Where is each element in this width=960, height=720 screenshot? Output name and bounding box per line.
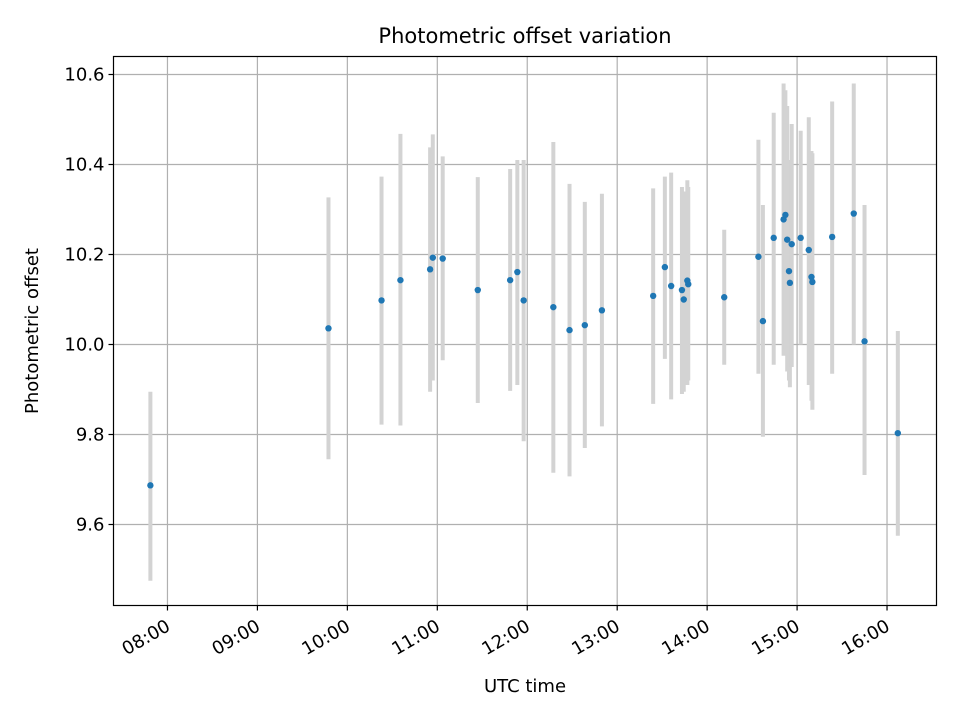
data-point — [550, 303, 557, 311]
y-tick-label: 10.0 — [64, 335, 104, 356]
plot-frame — [112, 55, 938, 607]
data-point — [783, 236, 791, 243]
y-tick-label: 10.2 — [64, 245, 104, 266]
data-point — [785, 267, 793, 275]
data-point — [566, 326, 573, 334]
x-axis-label: UTC time — [484, 676, 566, 697]
data-point — [581, 321, 589, 329]
data-point — [786, 279, 794, 287]
data-point — [782, 211, 789, 219]
data-point — [649, 292, 657, 300]
y-axis-label: Photometric offset — [22, 248, 43, 414]
data-point — [861, 338, 868, 345]
data-point — [685, 281, 692, 288]
chart-title: Photometric offset variation — [378, 24, 671, 48]
data-point — [894, 429, 902, 437]
data-point — [325, 325, 332, 332]
data-points — [147, 210, 902, 489]
data-point — [661, 263, 669, 271]
data-point — [828, 233, 836, 241]
data-point — [678, 286, 686, 294]
data-point — [520, 297, 527, 304]
data-point — [770, 234, 777, 242]
data-point — [598, 307, 606, 314]
data-point — [426, 266, 434, 273]
data-point — [680, 296, 687, 303]
y-tick-label: 9.6 — [76, 515, 105, 536]
data-point — [506, 276, 514, 284]
data-point — [474, 286, 481, 294]
data-point — [755, 253, 762, 260]
data-point — [397, 276, 404, 284]
data-point — [759, 317, 767, 325]
data-point — [378, 297, 385, 304]
data-point — [667, 282, 675, 290]
data-point — [788, 240, 795, 248]
data-point — [429, 254, 437, 261]
data-point — [721, 294, 728, 301]
data-point — [797, 234, 804, 242]
data-point — [808, 273, 815, 281]
data-point — [439, 255, 446, 262]
y-tick-label: 10.6 — [64, 65, 104, 86]
y-tick-label: 9.8 — [76, 425, 105, 446]
y-tick-label: 10.4 — [64, 155, 104, 176]
data-point — [850, 210, 857, 217]
data-point — [809, 278, 816, 286]
y-axis-ticks: 9.6 9.8 10.0 10.2 10.4 10.6 — [64, 65, 114, 536]
data-point — [805, 246, 812, 254]
data-point — [147, 482, 154, 489]
data-point — [514, 268, 521, 276]
